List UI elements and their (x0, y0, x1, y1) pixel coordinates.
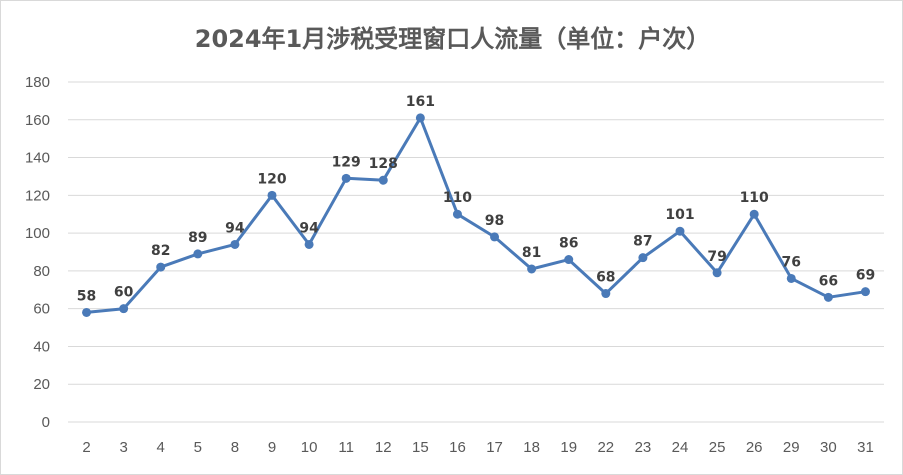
data-point (638, 253, 648, 263)
x-tick-label: 22 (597, 439, 614, 456)
data-point (415, 113, 425, 123)
data-point (823, 292, 833, 302)
y-tick-label: 120 (25, 187, 50, 204)
data-label: 79 (707, 249, 726, 265)
data-label: 69 (856, 268, 875, 284)
x-tick-label: 19 (560, 439, 577, 456)
x-tick-label: 12 (375, 439, 392, 456)
data-point (452, 209, 462, 219)
data-label: 60 (114, 285, 134, 301)
x-tick-label: 18 (523, 439, 540, 456)
y-tick-label: 140 (25, 150, 50, 167)
y-tick-label: 180 (25, 74, 50, 91)
data-label: 161 (406, 94, 435, 110)
data-label: 98 (485, 213, 504, 229)
data-point (378, 175, 388, 185)
data-label: 110 (740, 190, 769, 206)
y-tick-label: 160 (25, 112, 50, 129)
x-tick-label: 30 (820, 439, 837, 456)
data-point (304, 239, 314, 249)
data-point (675, 226, 685, 236)
data-point (749, 209, 759, 219)
data-point (712, 268, 722, 278)
data-label: 86 (559, 236, 578, 252)
x-tick-label: 24 (672, 439, 689, 456)
data-label: 110 (443, 190, 472, 206)
chart-title: 2024年1月涉税受理窗口人流量（单位：户次） (194, 25, 711, 53)
x-tick-label: 11 (338, 439, 354, 456)
data-label: 66 (819, 273, 838, 289)
data-point (119, 304, 129, 314)
x-tick-label: 29 (783, 439, 800, 456)
x-tick-label: 17 (486, 439, 503, 456)
x-tick-label: 9 (268, 439, 276, 456)
x-tick-label: 8 (231, 439, 239, 456)
data-point (860, 287, 870, 297)
y-tick-label: 0 (42, 414, 50, 431)
x-tick-label: 31 (857, 439, 874, 456)
data-label: 120 (257, 171, 286, 187)
x-tick-label: 26 (746, 439, 763, 456)
series-line (86, 116, 866, 314)
x-tick-label: 16 (449, 439, 466, 456)
data-point (156, 262, 166, 272)
data-point (601, 289, 611, 299)
data-label: 76 (782, 254, 801, 270)
data-label: 87 (633, 234, 652, 250)
data-point (490, 232, 500, 242)
y-tick-label: 40 (33, 338, 50, 355)
y-tick-label: 80 (33, 263, 50, 280)
y-tick-label: 20 (33, 376, 50, 393)
data-label: 101 (665, 207, 694, 223)
x-tick-label: 25 (709, 439, 726, 456)
data-label: 94 (225, 220, 245, 236)
data-label: 129 (332, 154, 361, 170)
data-label: 58 (77, 288, 96, 304)
data-point (267, 190, 277, 200)
x-tick-label: 15 (412, 439, 429, 456)
y-tick-label: 60 (33, 301, 50, 318)
x-tick-label: 2 (82, 439, 90, 456)
data-point (564, 255, 574, 265)
data-label: 89 (188, 230, 207, 246)
data-label: 82 (151, 243, 170, 259)
data-label: 81 (522, 245, 541, 261)
data-label: 94 (299, 220, 319, 236)
x-tick-label: 4 (157, 439, 165, 456)
data-point (230, 239, 240, 249)
y-tick-label: 100 (25, 225, 50, 242)
data-point (341, 173, 351, 183)
data-point (193, 249, 203, 259)
x-tick-label: 23 (635, 439, 652, 456)
data-point (527, 264, 537, 274)
x-tick-label: 5 (194, 439, 202, 456)
data-label: 68 (596, 270, 615, 286)
data-label: 128 (369, 156, 398, 172)
x-tick-label: 3 (119, 439, 127, 456)
data-point (786, 273, 796, 283)
data-point (82, 307, 92, 317)
x-tick-label: 10 (301, 439, 318, 456)
